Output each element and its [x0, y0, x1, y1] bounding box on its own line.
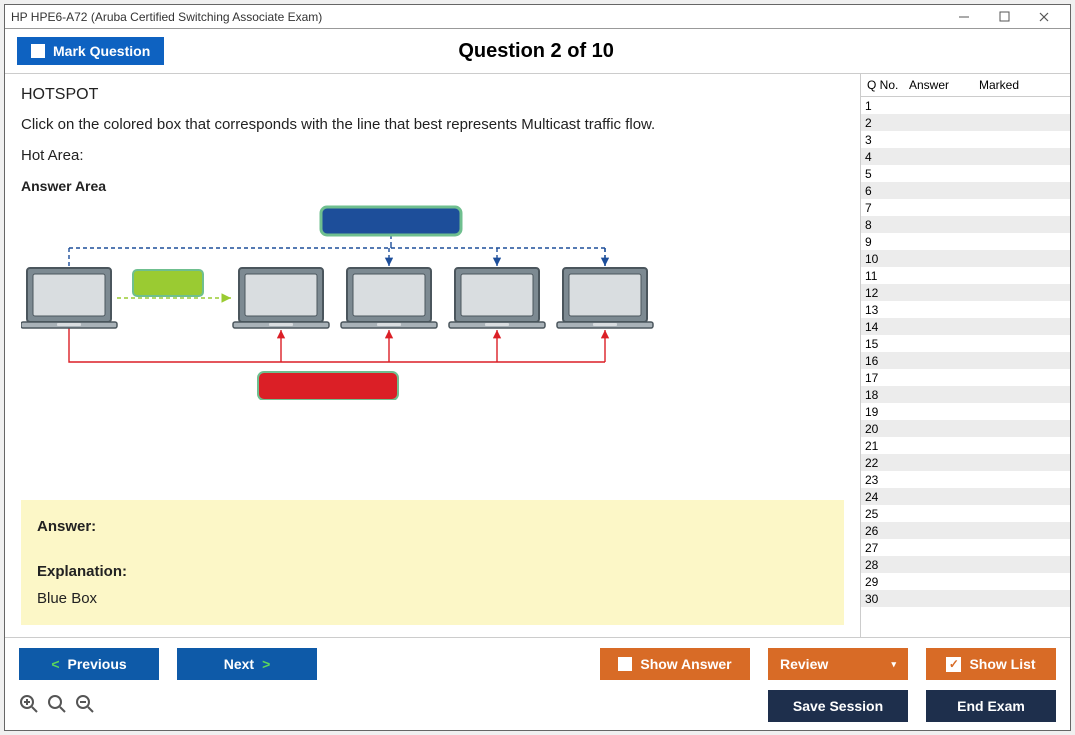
maximize-icon [999, 11, 1010, 22]
zoom-icon[interactable] [47, 694, 67, 719]
question-list-row[interactable]: 10 [861, 250, 1070, 267]
explanation-label: Explanation: [37, 563, 828, 580]
answer-label: Answer: [37, 518, 828, 535]
green-hotspot-box[interactable] [133, 270, 203, 296]
question-list-row[interactable]: 14 [861, 318, 1070, 335]
main-area: HOTSPOT Click on the colored box that co… [5, 74, 1070, 637]
col-header-answer: Answer [909, 78, 979, 92]
show-answer-checkbox-icon [618, 657, 632, 671]
question-list-row[interactable]: 15 [861, 335, 1070, 352]
answer-area-label: Answer Area [21, 178, 844, 194]
question-list-row[interactable]: 25 [861, 505, 1070, 522]
question-list-row[interactable]: 3 [861, 131, 1070, 148]
mark-checkbox-icon [31, 44, 45, 58]
show-answer-button[interactable]: Show Answer [600, 648, 750, 680]
answer-panel: Answer: Explanation: Blue Box [21, 500, 844, 625]
question-list-row[interactable]: 22 [861, 454, 1070, 471]
chevron-down-icon: ▾ [891, 659, 896, 670]
question-list-row[interactable]: 5 [861, 165, 1070, 182]
question-list-row[interactable]: 19 [861, 403, 1070, 420]
question-type-label: HOTSPOT [21, 86, 844, 104]
zoom-out-icon[interactable] [75, 694, 95, 719]
question-list-row[interactable]: 17 [861, 369, 1070, 386]
window-title: HP HPE6-A72 (Aruba Certified Switching A… [11, 10, 944, 24]
review-dropdown[interactable]: Review ▾ [768, 648, 908, 680]
show-answer-label: Show Answer [640, 656, 731, 672]
question-list-row[interactable]: 26 [861, 522, 1070, 539]
question-list-row[interactable]: 7 [861, 199, 1070, 216]
close-icon [1038, 11, 1050, 23]
question-list-row[interactable]: 12 [861, 284, 1070, 301]
question-list-row[interactable]: 27 [861, 539, 1070, 556]
save-session-label: Save Session [793, 698, 883, 714]
question-counter: Question 2 of 10 [164, 40, 908, 63]
chevron-right-icon: > [262, 656, 270, 672]
next-button[interactable]: Next > [177, 648, 317, 680]
question-list-row[interactable]: 29 [861, 573, 1070, 590]
zoom-in-icon[interactable] [19, 694, 39, 719]
blue-hotspot-box[interactable] [321, 207, 461, 235]
question-list-row[interactable]: 13 [861, 301, 1070, 318]
end-exam-label: End Exam [957, 698, 1025, 714]
question-prompt: Click on the colored box that correspond… [21, 116, 844, 133]
question-list-panel: Q No. Answer Marked 12345678910111213141… [860, 74, 1070, 637]
question-list-row[interactable]: 1 [861, 97, 1070, 114]
question-list-row[interactable]: 16 [861, 352, 1070, 369]
col-header-qno: Q No. [863, 78, 909, 92]
question-content: HOTSPOT Click on the colored box that co… [5, 74, 860, 637]
question-list-row[interactable]: 20 [861, 420, 1070, 437]
next-label: Next [224, 656, 254, 672]
close-button[interactable] [1024, 6, 1064, 28]
question-list-row[interactable]: 23 [861, 471, 1070, 488]
footer: < Previous Next > Show Answer Review ▾ ✓… [5, 637, 1070, 730]
previous-label: Previous [68, 656, 127, 672]
question-list-row[interactable]: 21 [861, 437, 1070, 454]
show-list-label: Show List [969, 656, 1035, 672]
header-row: Mark Question Question 2 of 10 [5, 29, 1070, 74]
show-list-check-icon: ✓ [946, 657, 961, 672]
review-label: Review [780, 656, 828, 672]
chevron-left-icon: < [51, 656, 59, 672]
question-list-row[interactable]: 30 [861, 590, 1070, 607]
diagram-svg [21, 200, 661, 400]
mark-question-button[interactable]: Mark Question [17, 37, 164, 65]
titlebar: HP HPE6-A72 (Aruba Certified Switching A… [5, 5, 1070, 29]
question-list-row[interactable]: 2 [861, 114, 1070, 131]
previous-button[interactable]: < Previous [19, 648, 159, 680]
maximize-button[interactable] [984, 6, 1024, 28]
question-list-row[interactable]: 9 [861, 233, 1070, 250]
question-list-row[interactable]: 6 [861, 182, 1070, 199]
question-list-header: Q No. Answer Marked [861, 74, 1070, 97]
minimize-button[interactable] [944, 6, 984, 28]
question-list-row[interactable]: 28 [861, 556, 1070, 573]
question-list-row[interactable]: 18 [861, 386, 1070, 403]
red-hotspot-box[interactable] [258, 372, 398, 400]
minimize-icon [958, 11, 970, 23]
question-list-row[interactable]: 8 [861, 216, 1070, 233]
window-controls [944, 6, 1064, 28]
zoom-controls [19, 694, 95, 719]
hot-area-label: Hot Area: [21, 147, 844, 164]
save-session-button[interactable]: Save Session [768, 690, 908, 722]
question-list[interactable]: 1234567891011121314151617181920212223242… [861, 97, 1070, 637]
mark-question-label: Mark Question [53, 43, 150, 59]
explanation-text: Blue Box [37, 590, 828, 607]
col-header-marked: Marked [979, 78, 1068, 92]
app-window: HP HPE6-A72 (Aruba Certified Switching A… [4, 4, 1071, 731]
hotspot-diagram [21, 200, 661, 400]
question-list-row[interactable]: 24 [861, 488, 1070, 505]
show-list-button[interactable]: ✓ Show List [926, 648, 1056, 680]
question-list-row[interactable]: 11 [861, 267, 1070, 284]
question-list-row[interactable]: 4 [861, 148, 1070, 165]
footer-buttons-row: < Previous Next > Show Answer Review ▾ ✓… [19, 648, 1056, 680]
end-exam-button[interactable]: End Exam [926, 690, 1056, 722]
